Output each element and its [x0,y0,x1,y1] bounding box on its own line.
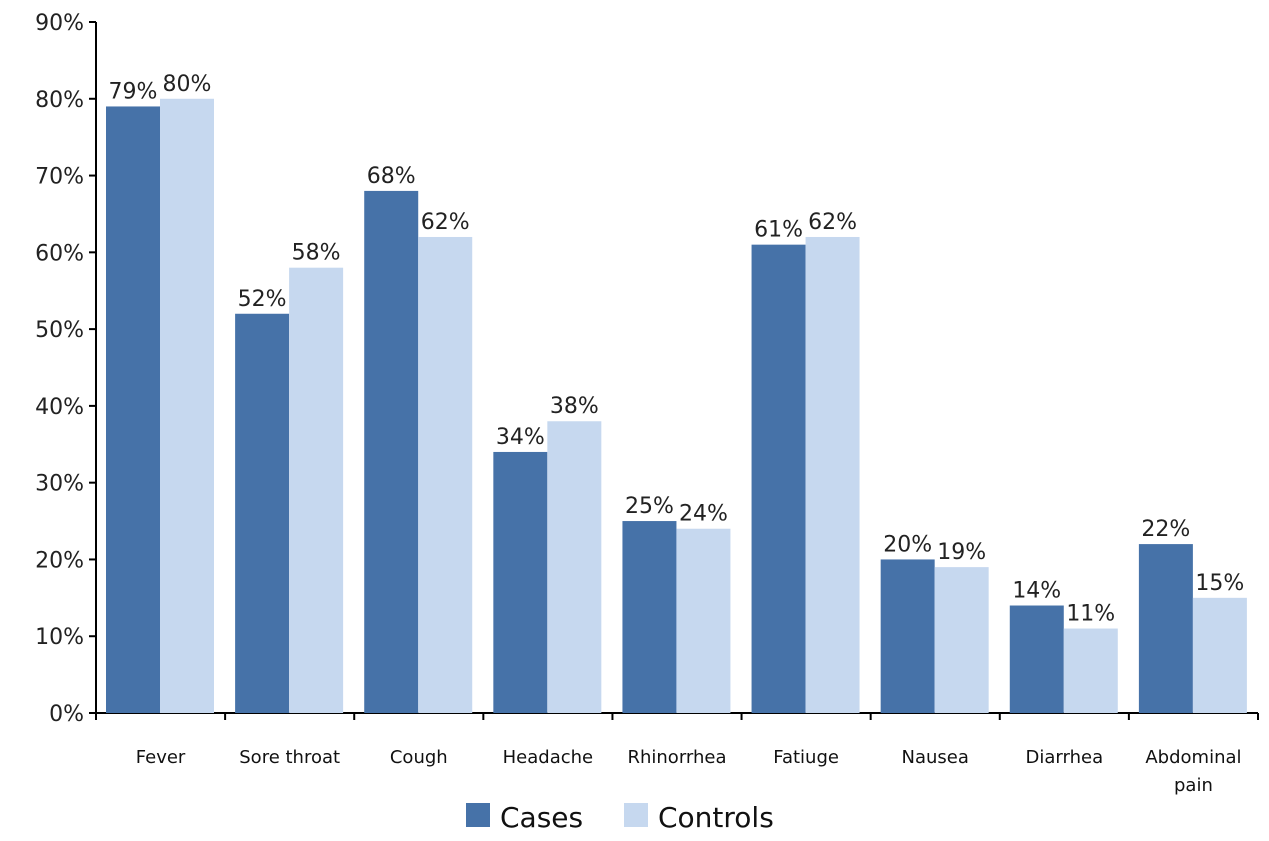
category-label: Rhinorrhea [627,747,726,768]
y-tick-label: 10% [35,625,84,650]
bar-cases-0 [106,106,160,713]
category-label: Headache [503,747,593,768]
x-axis [95,712,1259,720]
data-label-cases-5: 61% [754,218,803,243]
data-label-controls-0: 80% [163,72,212,97]
data-labels: 79% 80%52%58%68%62%34%38%25% 24%61% 62%20% 1… [109,72,1245,627]
data-label-controls-3: 38% [550,394,599,419]
category-label: Sore throat [239,747,340,768]
category-label: Fatiuge [773,747,839,768]
bar-controls-5 [805,236,860,713]
y-tick-label: 60% [35,241,84,266]
legend-swatch-controls [624,803,648,827]
y-tick-label: 40% [35,395,84,420]
data-label-cases-0: 79% [109,79,158,104]
category-labels: Fever Sore throat Cough Headache Rhinorrhea F… [136,747,1242,796]
legend-label-controls: Controls [658,801,774,834]
data-label-controls-4: 24% [679,502,728,527]
data-label-controls-7: 11% [1066,602,1115,627]
bar-controls-7 [1063,628,1118,713]
bar-cases-4 [622,521,677,713]
category-label: Nausea [902,747,969,768]
data-label-controls-8: 15% [1195,571,1244,596]
bar-controls-0 [160,98,214,714]
data-label-controls-1: 58% [292,241,341,266]
legend: Cases Controls [466,801,774,834]
bar-controls-2 [418,236,473,713]
y-tick-label: 50% [35,318,84,343]
bar-cases-3 [493,451,548,713]
bars [106,98,1247,714]
data-label-controls-2: 62% [421,210,470,235]
data-label-cases-2: 68% [367,164,416,189]
y-axis: 0% 10% 20% 30% 40% 50% 60% 70% 80% 90% [35,11,97,727]
bar-controls-1 [289,267,344,713]
y-tick-label: 20% [35,548,84,573]
category-label: Diarrhea [1026,747,1104,768]
bar-cases-6 [880,559,935,713]
y-tick-label: 90% [35,11,84,36]
data-label-cases-1: 52% [238,287,287,312]
bar-controls-4 [676,528,731,713]
bar-cases-2 [364,190,419,713]
category-label: pain [1174,775,1213,796]
bar-controls-3 [547,421,602,713]
bar-cases-8 [1138,544,1193,713]
data-label-cases-3: 34% [496,425,545,450]
legend-swatch-cases [466,803,490,827]
y-tick-label: 0% [49,702,84,727]
data-label-controls-5: 62% [808,210,857,235]
data-label-cases-6: 20% [883,532,932,557]
data-label-cases-7: 14% [1012,579,1061,604]
y-tick-label: 70% [35,165,84,190]
data-label-cases-8: 22% [1141,517,1190,542]
bar-cases-1 [235,313,290,713]
legend-label-cases: Cases [500,801,583,834]
bar-controls-8 [1192,597,1247,713]
bar-cases-7 [1009,605,1064,713]
data-label-cases-4: 25% [625,494,674,519]
data-label-controls-6: 19% [937,540,986,565]
y-tick-label: 80% [35,88,84,113]
category-label: Cough [390,747,448,768]
bar-cases-5 [751,244,806,713]
category-label: Fever [136,747,186,768]
bar-controls-6 [934,567,989,713]
category-label: Abdominal [1145,747,1241,768]
y-tick-label: 30% [35,472,84,497]
